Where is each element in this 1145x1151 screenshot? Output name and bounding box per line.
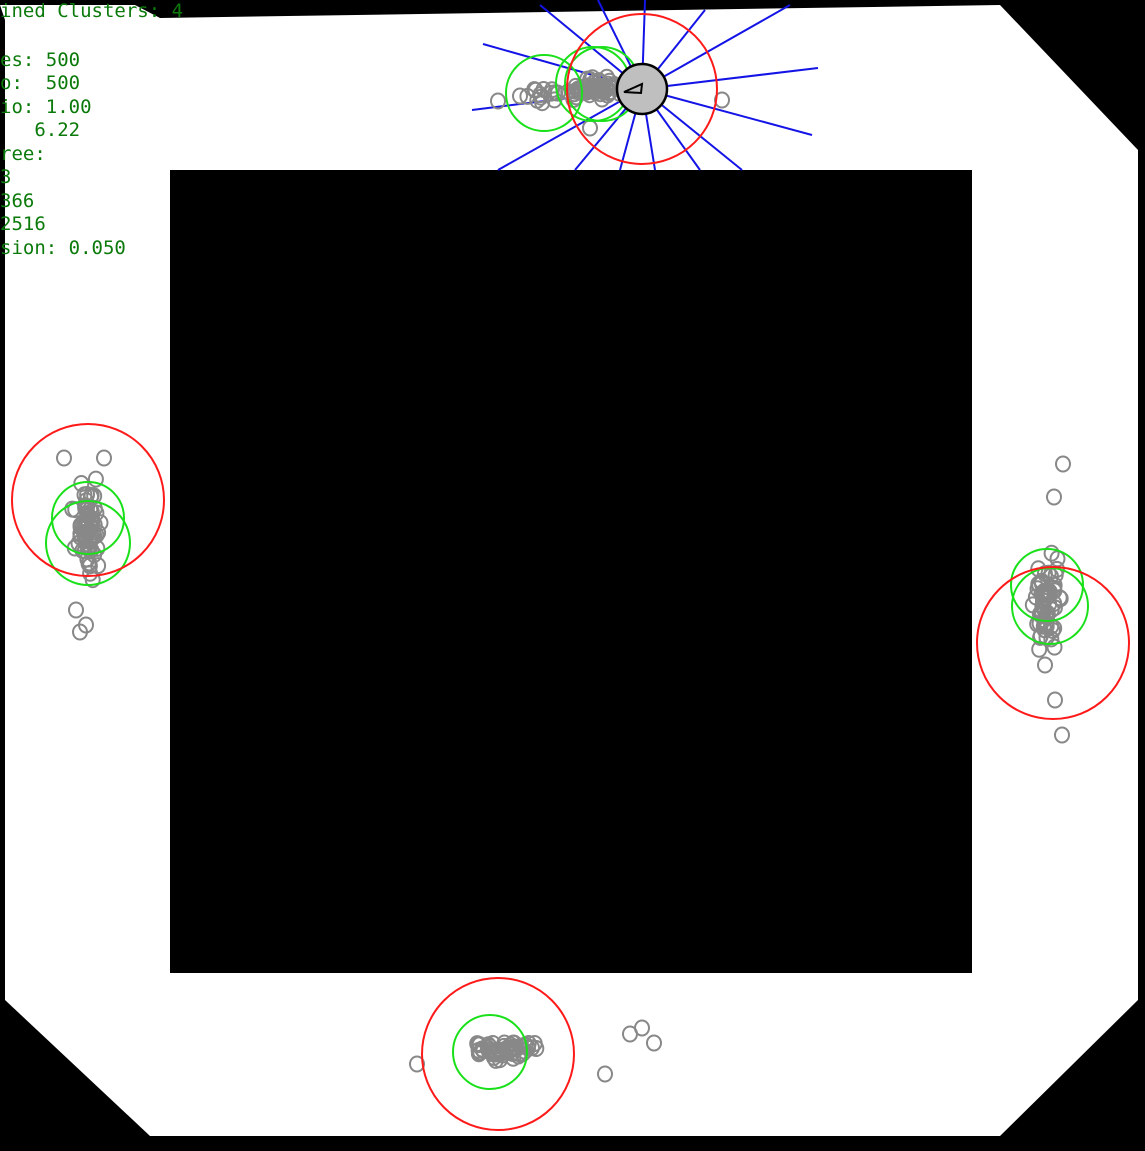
- status-line-precision: sion: 0.050: [0, 237, 126, 260]
- status-line-tree-size: 2516: [0, 213, 46, 236]
- status-line-tree-depth: 3: [0, 166, 11, 189]
- status-line-particles: es: 500: [0, 49, 80, 72]
- status-panel: ined Clusters: 4 es: 500 o: 500 io: 1.00…: [0, 0, 240, 270]
- status-line-value: 6.22: [0, 119, 80, 142]
- central-obstacle: [170, 170, 972, 973]
- status-line-tree-nodes: 366: [0, 190, 34, 213]
- robot-pose-icon: [617, 64, 667, 114]
- status-line-ratio: io: 1.00: [0, 96, 92, 119]
- status-line-samples: o: 500: [0, 72, 80, 95]
- status-line-clusters: ined Clusters: 4: [0, 0, 183, 23]
- status-line-tree: ree:: [0, 143, 46, 166]
